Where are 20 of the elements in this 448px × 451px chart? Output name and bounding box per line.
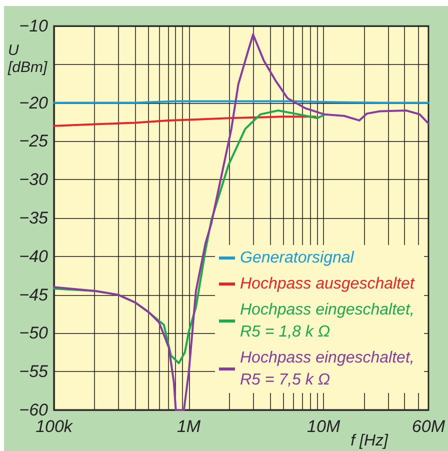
legend-label: Hochpass eingeschaltet, R5 = 7,5 k Ω (240, 350, 419, 388)
y-tick-label: −10 (19, 16, 49, 36)
y-tick-label: −25 (19, 132, 49, 151)
y-tick-label: −20 (19, 93, 49, 112)
y-tick-label: −40 (19, 246, 49, 266)
y-tick-label: −45 (19, 285, 49, 304)
x-tick-label: 10M (307, 417, 341, 436)
y-tick-label: −30 (19, 170, 49, 190)
legend-label: Generatorsignal (240, 250, 354, 266)
x-axis-title: f [Hz] (350, 432, 389, 450)
x-tick-label: 1M (176, 417, 202, 436)
y-tick-label: −50 (19, 324, 49, 343)
y-tick-label: −60 (19, 400, 49, 420)
x-tick-label: 100k (36, 417, 74, 436)
y-tick-label: −35 (19, 208, 49, 228)
x-tick-label: 60M (412, 417, 446, 436)
legend-label: Hochpass eingeschaltet, R5 = 1,8 k Ω (240, 302, 419, 340)
legend-label: Hochpass ausgeschaltet (240, 276, 415, 292)
y-tick-label: −55 (19, 362, 49, 382)
y-axis-title: U [dBm] (7, 42, 48, 76)
